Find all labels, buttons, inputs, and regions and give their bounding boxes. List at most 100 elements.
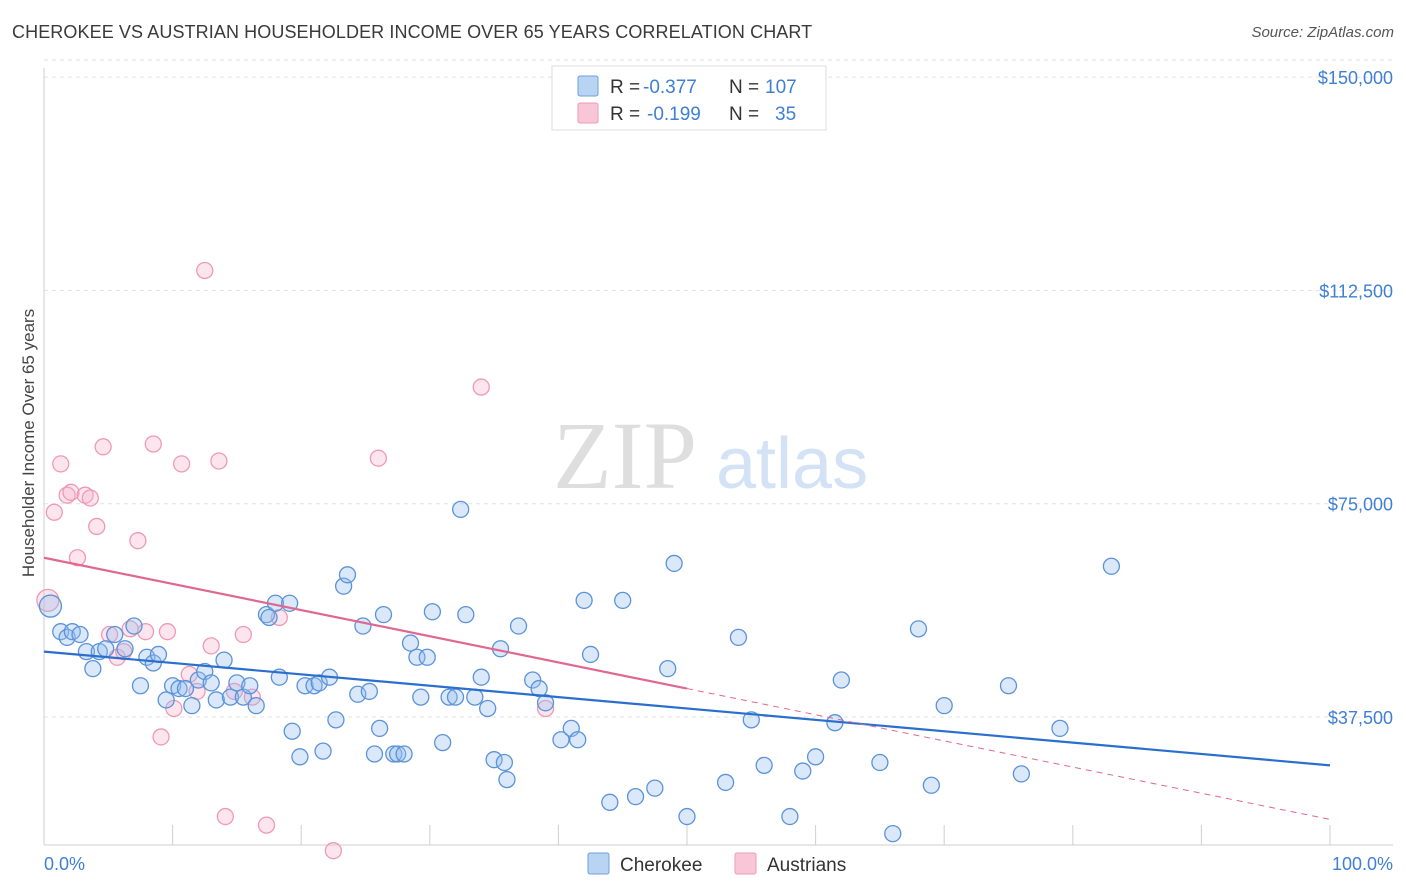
point-austrians — [234, 625, 252, 644]
point-austrians — [45, 503, 63, 521]
point-cherokee — [601, 793, 619, 811]
point-austrians — [324, 842, 343, 860]
point-cherokee — [498, 770, 516, 789]
point-austrians — [129, 532, 147, 550]
point-cherokee — [71, 625, 89, 644]
point-cherokee — [581, 645, 600, 664]
point-cherokee — [412, 688, 430, 706]
point-cherokee — [446, 688, 465, 706]
point-cherokee — [665, 554, 683, 573]
point-cherokee — [659, 660, 677, 678]
point-cherokee — [423, 603, 442, 621]
point-cherokee — [260, 608, 278, 627]
point-austrians — [100, 625, 119, 644]
point-cherokee — [374, 605, 393, 624]
point-cherokee — [215, 651, 233, 669]
point-austrians — [81, 489, 99, 507]
point-cherokee — [626, 787, 645, 806]
legend-r-label-austrians: R = — [610, 104, 640, 125]
point-cherokee — [871, 753, 889, 772]
point-cherokee — [97, 640, 115, 658]
point-cherokee — [189, 671, 207, 689]
point-cherokee — [466, 688, 484, 706]
legend-swatch-austrians — [577, 102, 599, 124]
point-cherokee — [452, 500, 470, 519]
point-cherokee — [338, 566, 357, 584]
point-cherokee — [38, 594, 63, 618]
point-cherokee — [569, 731, 587, 749]
legend-n-value-austrians: 35 — [775, 104, 796, 125]
point-cherokee — [183, 696, 201, 715]
point-cherokee — [434, 733, 452, 752]
point-cherokee — [999, 677, 1018, 695]
point-austrians — [144, 435, 162, 453]
legend-n-label-austrians: N = — [729, 104, 759, 125]
point-cherokee — [536, 694, 555, 712]
point-cherokee — [1051, 719, 1069, 738]
trend-lines — [43, 556, 1331, 820]
point-cherokee — [291, 748, 309, 766]
point-cherokee — [457, 605, 475, 624]
y-tick-labels: $150,000 $112,500 $75,000 $37,500 — [1318, 68, 1393, 728]
y-axis-label: Householder Income Over 65 years — [19, 309, 38, 577]
trend-line-austrians — [43, 556, 688, 690]
point-cherokee — [395, 745, 413, 763]
point-cherokee — [781, 807, 799, 826]
point-cherokee — [360, 682, 379, 701]
point-cherokee — [296, 677, 314, 695]
point-cherokee — [116, 640, 134, 658]
point-austrians — [172, 455, 191, 473]
point-cherokee — [247, 696, 265, 715]
point-cherokee — [472, 668, 490, 686]
point-cherokee — [207, 691, 225, 709]
point-cherokee — [909, 620, 928, 638]
legend-bottom-label-austrians: Austrians — [767, 855, 846, 876]
point-cherokee — [388, 745, 407, 763]
point-austrians — [196, 261, 214, 280]
point-cherokee — [170, 679, 188, 698]
point-cherokee — [305, 677, 323, 695]
point-cherokee — [742, 711, 760, 729]
point-austrians — [62, 483, 80, 501]
y-tick-label-2: $75,000 — [1328, 495, 1393, 515]
y-tick-label-0: $150,000 — [1318, 68, 1393, 88]
point-austrians — [369, 449, 388, 467]
axes — [43, 68, 1393, 846]
point-cherokee — [552, 731, 570, 749]
point-cherokee — [884, 824, 902, 843]
point-cherokee — [678, 807, 696, 826]
point-cherokee — [176, 679, 195, 698]
legend-r-value-austrians: -0.199 — [647, 104, 701, 125]
trend-line-cherokee — [43, 650, 1331, 767]
point-cherokee — [202, 674, 220, 692]
point-cherokee — [524, 671, 542, 689]
point-cherokee — [509, 617, 528, 635]
point-cherokee — [365, 745, 384, 763]
point-austrians — [210, 452, 228, 470]
point-austrians — [472, 378, 490, 396]
legend-n-label-cherokee: N = — [729, 77, 759, 98]
point-austrians — [76, 486, 94, 504]
point-cherokee — [221, 688, 240, 706]
point-cherokee — [495, 753, 514, 772]
legend-r-label-cherokee: R = — [610, 77, 640, 98]
legend-swatch-cherokee — [577, 75, 599, 97]
point-cherokee — [485, 751, 503, 769]
legend-r-value-cherokee: -0.377 — [643, 77, 697, 98]
point-cherokee — [283, 722, 301, 740]
point-cherokee — [755, 756, 773, 775]
point-cherokee — [106, 625, 124, 644]
point-austrians — [52, 455, 70, 473]
point-cherokee — [401, 634, 420, 652]
point-cherokee — [418, 648, 436, 666]
y-tick-label-3: $37,500 — [1328, 708, 1393, 728]
trend-line-austrians-extension — [686, 688, 1331, 820]
point-cherokee — [327, 711, 345, 729]
point-cherokee — [794, 762, 812, 780]
watermark: ZIP atlas — [553, 402, 868, 509]
point-cherokee — [479, 699, 497, 718]
point-cherokee — [935, 696, 953, 715]
point-cherokee — [806, 748, 825, 766]
point-cherokee — [257, 605, 276, 624]
point-austrians — [88, 517, 106, 536]
